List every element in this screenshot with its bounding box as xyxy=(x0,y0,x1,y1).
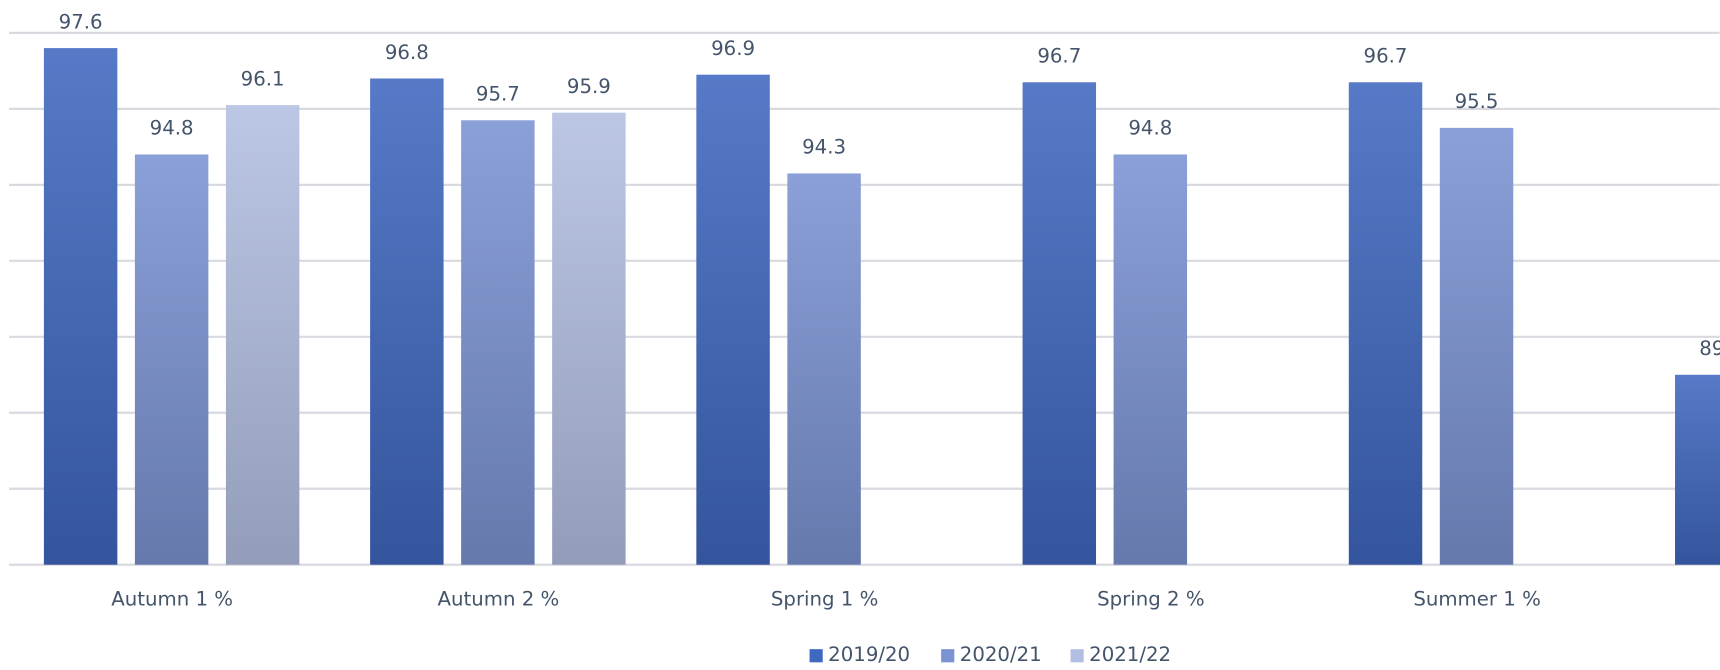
data-label: 97.6 xyxy=(59,10,103,33)
x-tick-label: Autumn 2 % xyxy=(438,587,560,610)
x-tick-label: Spring 2 % xyxy=(1097,587,1204,610)
bar xyxy=(370,78,444,565)
data-label: 96.9 xyxy=(711,37,755,60)
bar xyxy=(787,173,861,565)
bar xyxy=(552,112,626,565)
bar xyxy=(696,74,770,565)
data-label: 96.7 xyxy=(1037,45,1081,68)
bar xyxy=(225,105,300,565)
x-tick-label: Summer 1 % xyxy=(1413,587,1540,610)
data-label: 96.8 xyxy=(385,41,429,64)
bar xyxy=(1022,82,1097,565)
bar xyxy=(134,154,209,565)
data-label: 95.9 xyxy=(567,75,611,98)
bar xyxy=(461,120,535,565)
legend-label: 2019/20 xyxy=(828,643,910,666)
bar xyxy=(1675,374,1720,565)
legend-label: 2020/21 xyxy=(960,643,1042,666)
data-label: 95.7 xyxy=(476,83,520,106)
bar xyxy=(1348,82,1423,565)
data-label: 96.1 xyxy=(241,67,285,90)
bar xyxy=(1113,154,1188,565)
x-tick-label: Autumn 1 % xyxy=(111,587,233,610)
data-label: 94.8 xyxy=(1128,117,1172,140)
legend-swatch xyxy=(941,649,955,663)
legend-swatch xyxy=(1070,649,1084,663)
data-label: 94.8 xyxy=(150,117,194,140)
data-label: 89 xyxy=(1699,337,1720,360)
data-label: 94.3 xyxy=(802,136,846,159)
data-label: 96.7 xyxy=(1364,45,1408,68)
legend-label: 2021/22 xyxy=(1089,643,1171,666)
data-label: 95.5 xyxy=(1455,90,1499,113)
x-tick-label: Spring 1 % xyxy=(771,587,878,610)
bar xyxy=(1439,127,1514,565)
legend-swatch xyxy=(809,649,823,663)
bar xyxy=(43,48,118,565)
